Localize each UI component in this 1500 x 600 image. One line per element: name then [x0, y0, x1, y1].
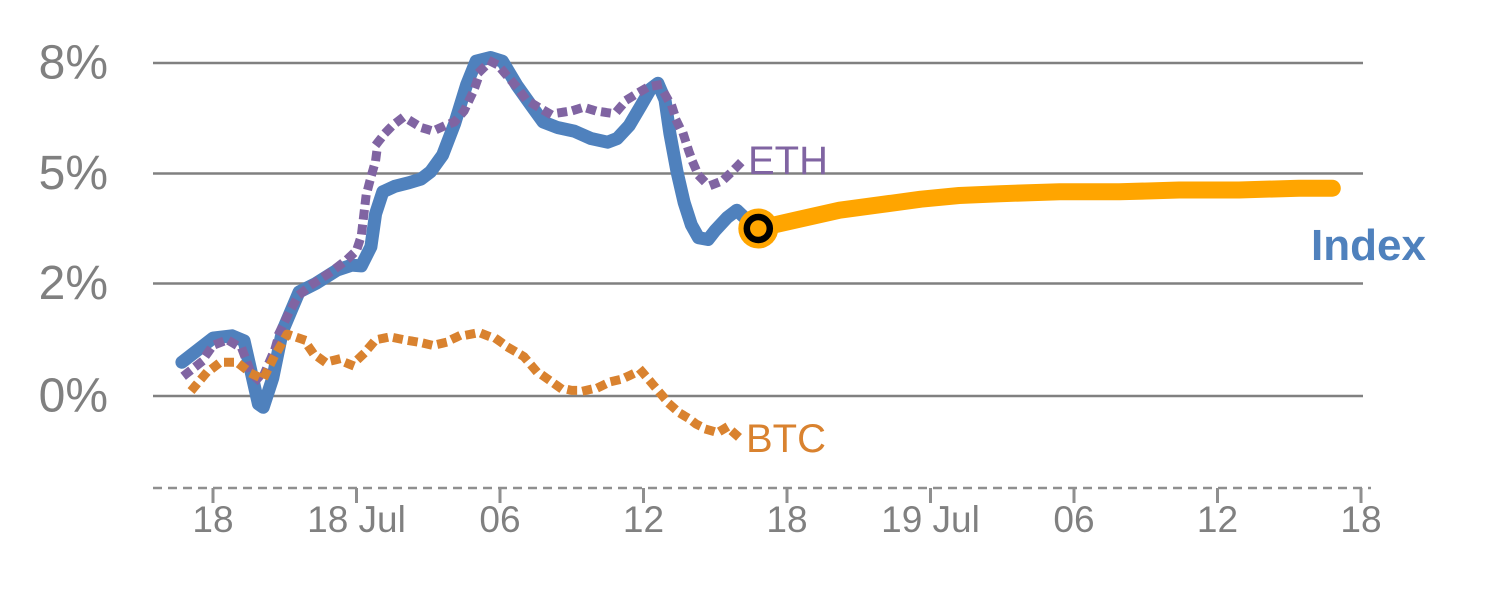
- gridlines: [153, 61, 1363, 398]
- y-tick-label: 8%: [39, 37, 108, 90]
- series-index-forecast-line: [749, 179, 1341, 237]
- y-tick-label: 2%: [39, 257, 108, 310]
- series-eth-line: [180, 56, 751, 387]
- index-series-label: Index: [1311, 221, 1426, 270]
- y-tick-labels: 8% 5% 2% 0%: [39, 37, 108, 423]
- x-tick-label: 06: [479, 499, 520, 540]
- x-tick-labels: 18 18 Jul 06 12 18 19 Jul 06 12 18: [192, 499, 1381, 540]
- x-tick-label: 19 Jul: [881, 499, 980, 540]
- x-tick-label: 12: [1197, 499, 1238, 540]
- x-tick-label: 18 Jul: [307, 499, 406, 540]
- series-btc-line: [187, 329, 750, 445]
- marker-black-ring: [743, 213, 774, 244]
- eth-series-label: ETH: [748, 139, 828, 183]
- x-axis: [153, 486, 1371, 503]
- x-tick-label: 12: [623, 499, 664, 540]
- y-tick-label: 5%: [39, 147, 108, 200]
- x-tick-label: 06: [1053, 499, 1094, 540]
- x-tick-label: 18: [192, 499, 233, 540]
- y-tick-label: 0%: [39, 370, 108, 423]
- series-lines: [175, 51, 1341, 445]
- forecast-start-marker: [738, 208, 779, 249]
- x-tick-label: 18: [766, 499, 807, 540]
- btc-series-label: BTC: [746, 417, 826, 461]
- x-tick-label: 18: [1340, 499, 1381, 540]
